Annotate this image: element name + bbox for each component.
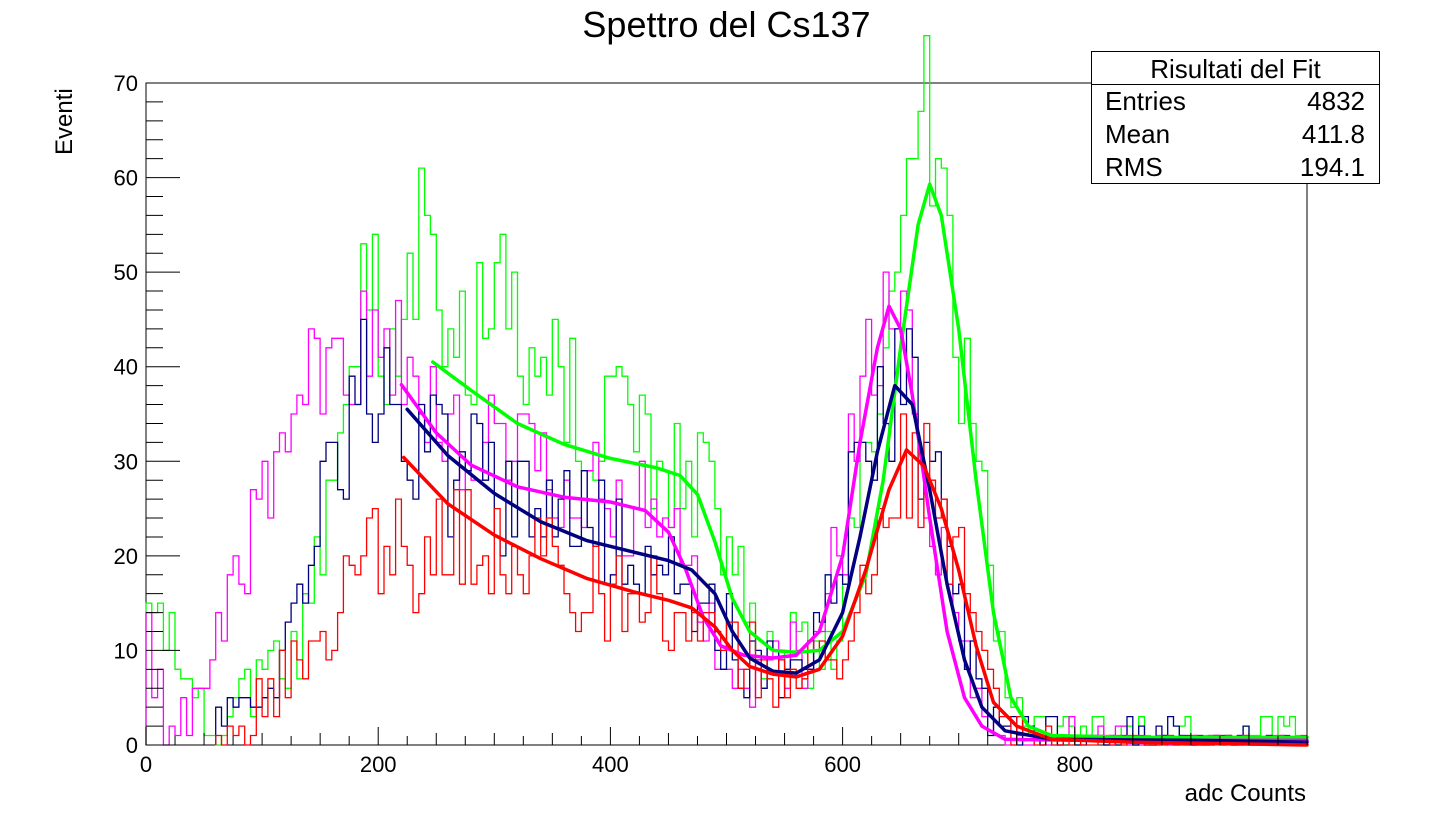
stats-rms-label: RMS bbox=[1105, 152, 1163, 182]
fit-curve-series-1 bbox=[399, 304, 1309, 743]
x-tick-label: 600 bbox=[824, 752, 861, 777]
y-tick-label: 0 bbox=[126, 733, 138, 758]
stats-entries-value: 4832 bbox=[1307, 86, 1365, 116]
stats-title: Risultati del Fit bbox=[1092, 52, 1379, 85]
stats-row-entries: Entries 4832 bbox=[1092, 85, 1379, 118]
x-tick-label: 200 bbox=[360, 752, 397, 777]
histogram-series-3 bbox=[215, 413, 1307, 746]
histogram-series-2 bbox=[215, 318, 1307, 746]
stats-box: Risultati del Fit Entries 4832 Mean 411.… bbox=[1091, 51, 1380, 184]
y-tick-label: 70 bbox=[114, 71, 138, 96]
y-tick-label: 50 bbox=[114, 260, 138, 285]
fit-curve-series-3 bbox=[401, 448, 1309, 747]
y-axis-label: Eventi bbox=[51, 88, 78, 155]
chart-title: Spettro del Cs137 bbox=[582, 4, 871, 45]
y-tick-label: 20 bbox=[114, 544, 138, 569]
y-tick-label: 30 bbox=[114, 449, 138, 474]
stats-rms-value: 194.1 bbox=[1299, 152, 1365, 182]
fit-curve-layer bbox=[399, 182, 1309, 747]
y-tick-label: 10 bbox=[114, 638, 138, 663]
y-tick-label: 60 bbox=[114, 166, 138, 191]
x-axis-label: adc Counts bbox=[1185, 780, 1306, 807]
stats-mean-label: Mean bbox=[1105, 119, 1171, 149]
stats-entries-label: Entries bbox=[1105, 86, 1186, 116]
x-tick-label: 800 bbox=[1056, 752, 1093, 777]
axis-layer: 0 200 400 600 800 0 10 20 30 40 50 60 70 bbox=[114, 71, 1308, 777]
stats-row-rms: RMS 194.1 bbox=[1092, 151, 1379, 184]
stats-row-mean: Mean 411.8 bbox=[1092, 118, 1379, 151]
fit-curve-series-2 bbox=[405, 383, 1309, 744]
x-tick-label: 0 bbox=[140, 752, 152, 777]
y-tick-label: 40 bbox=[114, 355, 138, 380]
x-tick-label: 400 bbox=[592, 752, 629, 777]
stats-mean-value: 411.8 bbox=[1301, 119, 1365, 149]
